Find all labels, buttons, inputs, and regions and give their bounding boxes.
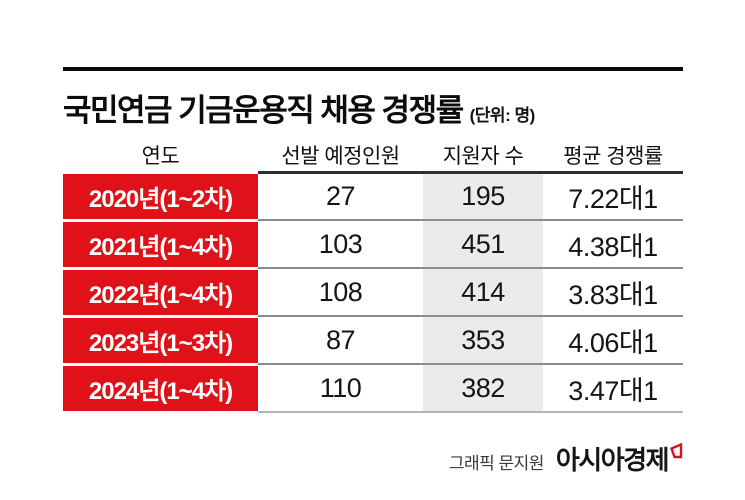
row-separator [258, 363, 683, 365]
year-cell: 2021년(1~4차) [63, 222, 258, 267]
avg-ratio-cell: 4.38대1 [568, 232, 658, 262]
applicants-cell: 414 [461, 277, 505, 307]
avg-ratio-cell: 4.06대1 [568, 328, 658, 358]
row-separator [258, 267, 683, 269]
column-header-avg-ratio: 평균 경쟁률 [563, 145, 663, 168]
year-cell: 2022년(1~4차) [63, 270, 258, 315]
table-body: 2020년(1~2차) 27 195 7.22대1 2021년(1~4차) 10… [63, 171, 683, 413]
table-row: 2020년(1~2차) 27 195 7.22대1 [63, 174, 683, 219]
column-header-planned: 선발 예정인원 [281, 145, 400, 168]
table-row: 2021년(1~4차) 103 451 4.38대1 [63, 222, 683, 267]
planned-cell: 27 [325, 181, 356, 211]
planned-cell: 108 [318, 277, 363, 307]
footer-credit-row: 그래픽 문지원 아시아경제 [449, 440, 683, 477]
applicants-cell: 195 [461, 181, 505, 211]
applicants-column-backdrop [423, 174, 543, 411]
applicants-cell: 353 [461, 325, 505, 355]
avg-ratio-cell: 3.83대1 [568, 280, 658, 310]
table-top-line [258, 171, 683, 174]
year-cell: 2023년(1~3차) [63, 318, 258, 363]
table-row: 2024년(1~4차) 110 382 3.47대1 [63, 366, 683, 411]
table-bottom-line [258, 411, 683, 413]
year-cell: 2020년(1~2차) [63, 174, 258, 219]
graphic-credit: 그래픽 문지원 [448, 454, 545, 473]
row-separator [258, 315, 683, 317]
content-container: 국민연금 기금운용직 채용 경쟁률 (단위: 명) 연도 선발 예정인원 지원자… [63, 67, 683, 413]
year-cell: 2024년(1~4차) [63, 366, 258, 411]
brand-logo-text: 아시아경제 [555, 445, 670, 475]
brand-logo-mark-icon [669, 435, 683, 466]
title-row: 국민연금 기금운용직 채용 경쟁률 (단위: 명) [63, 85, 683, 130]
top-rule-divider [63, 67, 683, 71]
planned-cell: 110 [319, 373, 362, 403]
unit-label: (단위: 명) [469, 106, 536, 125]
table-header-row: 연도 선발 예정인원 지원자 수 평균 경쟁률 [63, 142, 683, 168]
applicants-cell: 382 [461, 373, 505, 403]
brand-logo: 아시아경제 [556, 440, 683, 477]
row-separator [258, 219, 683, 221]
table-row: 2022년(1~4차) 108 414 3.83대1 [63, 270, 683, 315]
column-header-year: 연도 [141, 145, 180, 168]
page-title: 국민연금 기금운용직 채용 경쟁률 [63, 93, 464, 128]
column-header-applicants: 지원자 수 [442, 145, 524, 168]
planned-cell: 87 [325, 325, 356, 355]
planned-cell: 103 [318, 229, 363, 259]
applicants-cell: 451 [461, 229, 505, 259]
avg-ratio-cell: 3.47대1 [568, 376, 658, 406]
avg-ratio-cell: 7.22대1 [568, 184, 658, 214]
table-row: 2023년(1~3차) 87 353 4.06대1 [63, 318, 683, 363]
